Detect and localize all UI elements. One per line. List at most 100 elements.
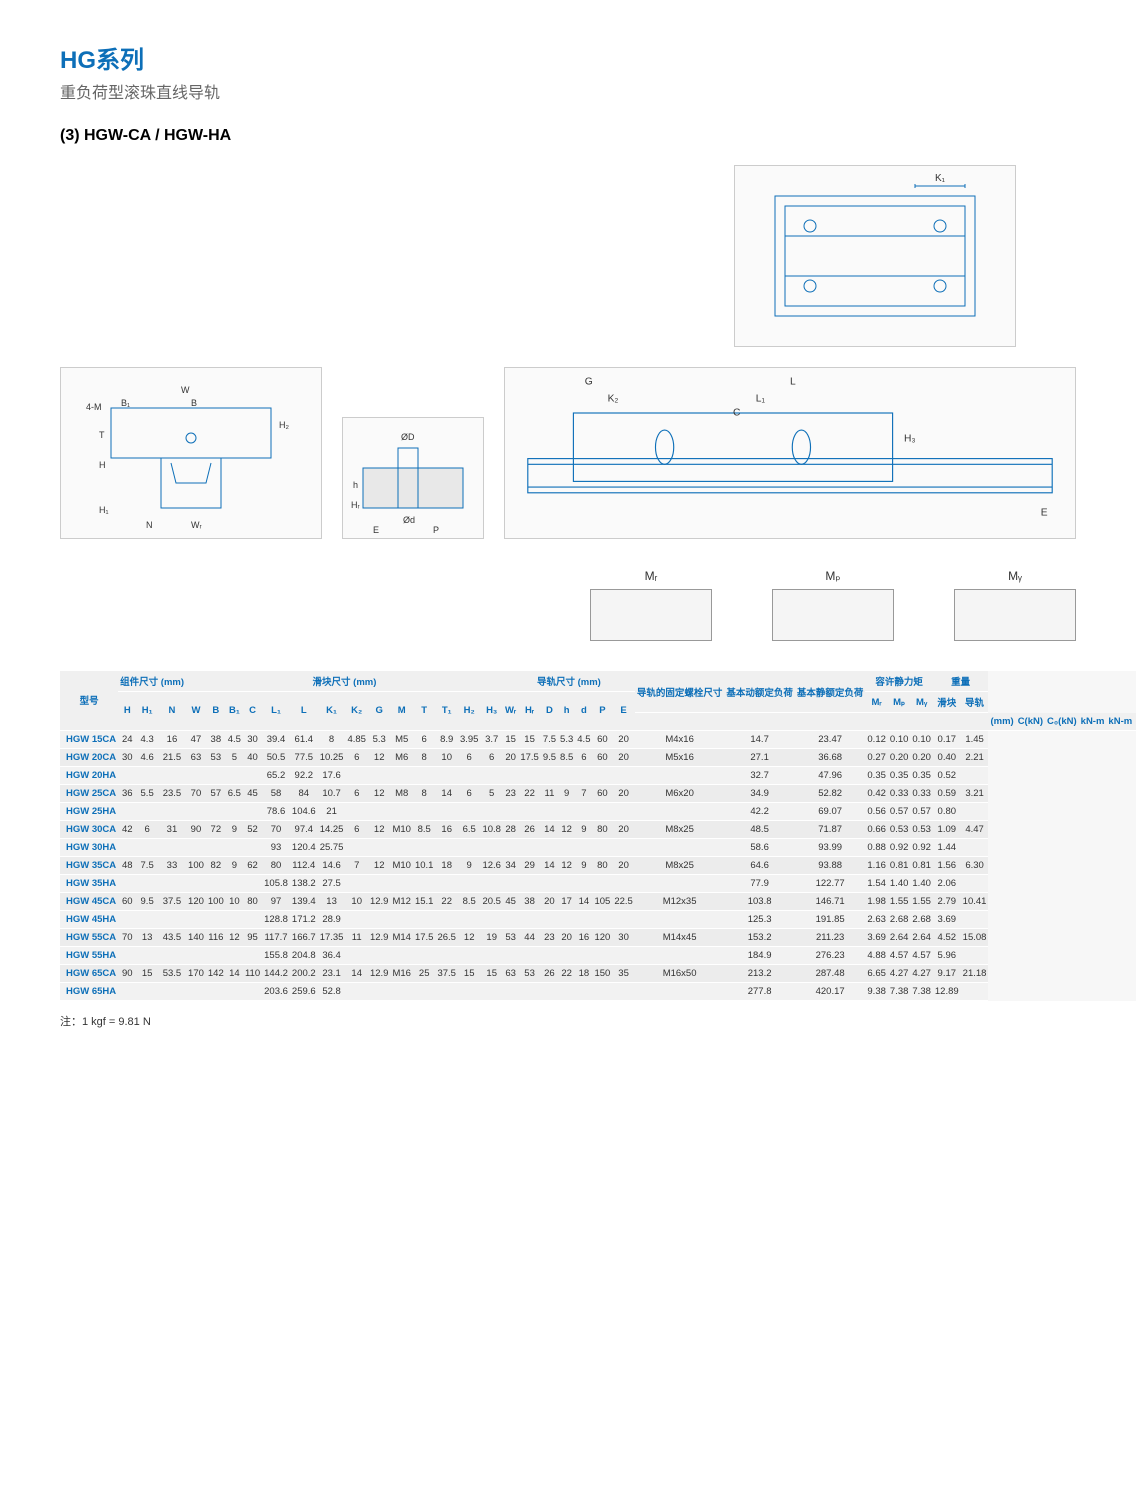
data-cell: 6 <box>458 784 481 802</box>
svg-text:h: h <box>353 480 358 490</box>
data-cell: 1.44 <box>933 838 961 856</box>
data-cell <box>635 838 725 856</box>
model-cell: HGW 45CA <box>60 892 118 910</box>
data-cell: 4.47 <box>961 820 989 838</box>
data-cell: 211.23 <box>795 928 866 946</box>
col-0: H <box>118 692 136 731</box>
data-cell: 9 <box>226 856 243 874</box>
data-cell: 72 <box>206 820 226 838</box>
svg-text:B: B <box>191 398 197 408</box>
data-cell: 7.38 <box>910 982 933 1000</box>
data-cell: 70 <box>118 928 136 946</box>
data-cell <box>480 874 503 892</box>
data-cell: 6.5 <box>458 820 481 838</box>
data-cell: 155.8 <box>262 946 290 964</box>
data-cell: 16 <box>435 820 458 838</box>
data-cell <box>186 982 206 1000</box>
col-3: W <box>186 692 206 731</box>
data-cell: M8x25 <box>635 856 725 874</box>
col-19: D <box>541 692 558 731</box>
data-cell <box>390 766 412 784</box>
data-cell: 48 <box>118 856 136 874</box>
data-cell <box>158 946 186 964</box>
data-cell: 12 <box>368 748 391 766</box>
data-cell: 0.92 <box>888 838 911 856</box>
data-cell: 14 <box>575 892 592 910</box>
data-cell: 6 <box>480 748 503 766</box>
data-cell: 17 <box>558 892 575 910</box>
data-cell: 110 <box>243 964 262 982</box>
data-cell: 80 <box>592 856 612 874</box>
col-rail: 导轨尺寸 (mm) <box>503 671 635 692</box>
data-cell: 5.3 <box>558 730 575 748</box>
data-cell: 0.10 <box>888 730 911 748</box>
data-cell: 38 <box>518 892 541 910</box>
data-cell: 1.16 <box>865 856 888 874</box>
data-cell <box>435 874 458 892</box>
data-cell: 0.59 <box>933 784 961 802</box>
data-cell <box>158 802 186 820</box>
data-cell <box>558 910 575 928</box>
moment-mr-label: Mᵣ <box>645 569 658 583</box>
moment-mp-label: Mₚ <box>825 569 840 583</box>
data-cell <box>136 838 158 856</box>
data-cell: 8.5 <box>413 820 436 838</box>
col-4: B <box>206 692 226 731</box>
data-cell: 8.5 <box>458 892 481 910</box>
data-cell: 2.21 <box>961 748 989 766</box>
data-cell: 8 <box>413 748 436 766</box>
data-cell: 63 <box>503 964 518 982</box>
data-cell: 12 <box>368 856 391 874</box>
data-cell <box>345 910 368 928</box>
data-cell: 9 <box>575 856 592 874</box>
data-cell <box>345 838 368 856</box>
data-cell <box>575 982 592 1000</box>
data-cell <box>226 946 243 964</box>
data-cell <box>503 802 518 820</box>
data-cell: M10 <box>390 856 412 874</box>
data-cell <box>612 802 635 820</box>
data-cell <box>635 946 725 964</box>
data-cell: 14.7 <box>724 730 795 748</box>
data-cell: 23.47 <box>795 730 866 748</box>
data-cell: 0.20 <box>910 748 933 766</box>
data-cell: 17.6 <box>318 766 346 784</box>
data-cell: 4.5 <box>226 730 243 748</box>
data-cell: 9.5 <box>541 748 558 766</box>
table-row: HGW 65CA901553.517014214110144.2200.223.… <box>60 964 1136 982</box>
data-cell <box>136 910 158 928</box>
data-cell: 120 <box>186 892 206 910</box>
data-cell: 97 <box>262 892 290 910</box>
data-cell <box>458 874 481 892</box>
data-cell <box>390 910 412 928</box>
data-cell: 47 <box>186 730 206 748</box>
data-cell <box>503 982 518 1000</box>
data-cell <box>345 946 368 964</box>
unit-mr: kN-m <box>1079 713 1107 731</box>
data-cell: 27.5 <box>318 874 346 892</box>
col-22: P <box>592 692 612 731</box>
data-cell: M12 <box>390 892 412 910</box>
data-cell <box>368 982 391 1000</box>
data-cell <box>413 766 436 784</box>
data-cell: 3.69 <box>933 910 961 928</box>
data-cell: 53 <box>503 928 518 946</box>
table-row: HGW 45CA609.537.5120100108097139.4131012… <box>60 892 1136 910</box>
col-moment: 容许静力矩 <box>865 671 933 692</box>
data-cell: 12 <box>458 928 481 946</box>
data-cell <box>518 982 541 1000</box>
data-cell: 6 <box>458 748 481 766</box>
data-cell: 34.9 <box>724 784 795 802</box>
data-cell <box>118 982 136 1000</box>
col-weight: 重量 <box>933 671 989 692</box>
diagram-cross-section: W B B₁ 4-M H₂ T H H₁ N Wᵣ <box>60 367 322 539</box>
col-bolt: 导轨的固定螺栓尺寸 <box>635 671 725 713</box>
data-cell <box>612 910 635 928</box>
data-cell <box>206 766 226 784</box>
data-cell: 104.6 <box>290 802 318 820</box>
svg-text:L: L <box>790 377 796 388</box>
data-cell: 24 <box>118 730 136 748</box>
data-cell: 5.96 <box>933 946 961 964</box>
data-cell: 31 <box>158 820 186 838</box>
data-cell: 7 <box>575 784 592 802</box>
